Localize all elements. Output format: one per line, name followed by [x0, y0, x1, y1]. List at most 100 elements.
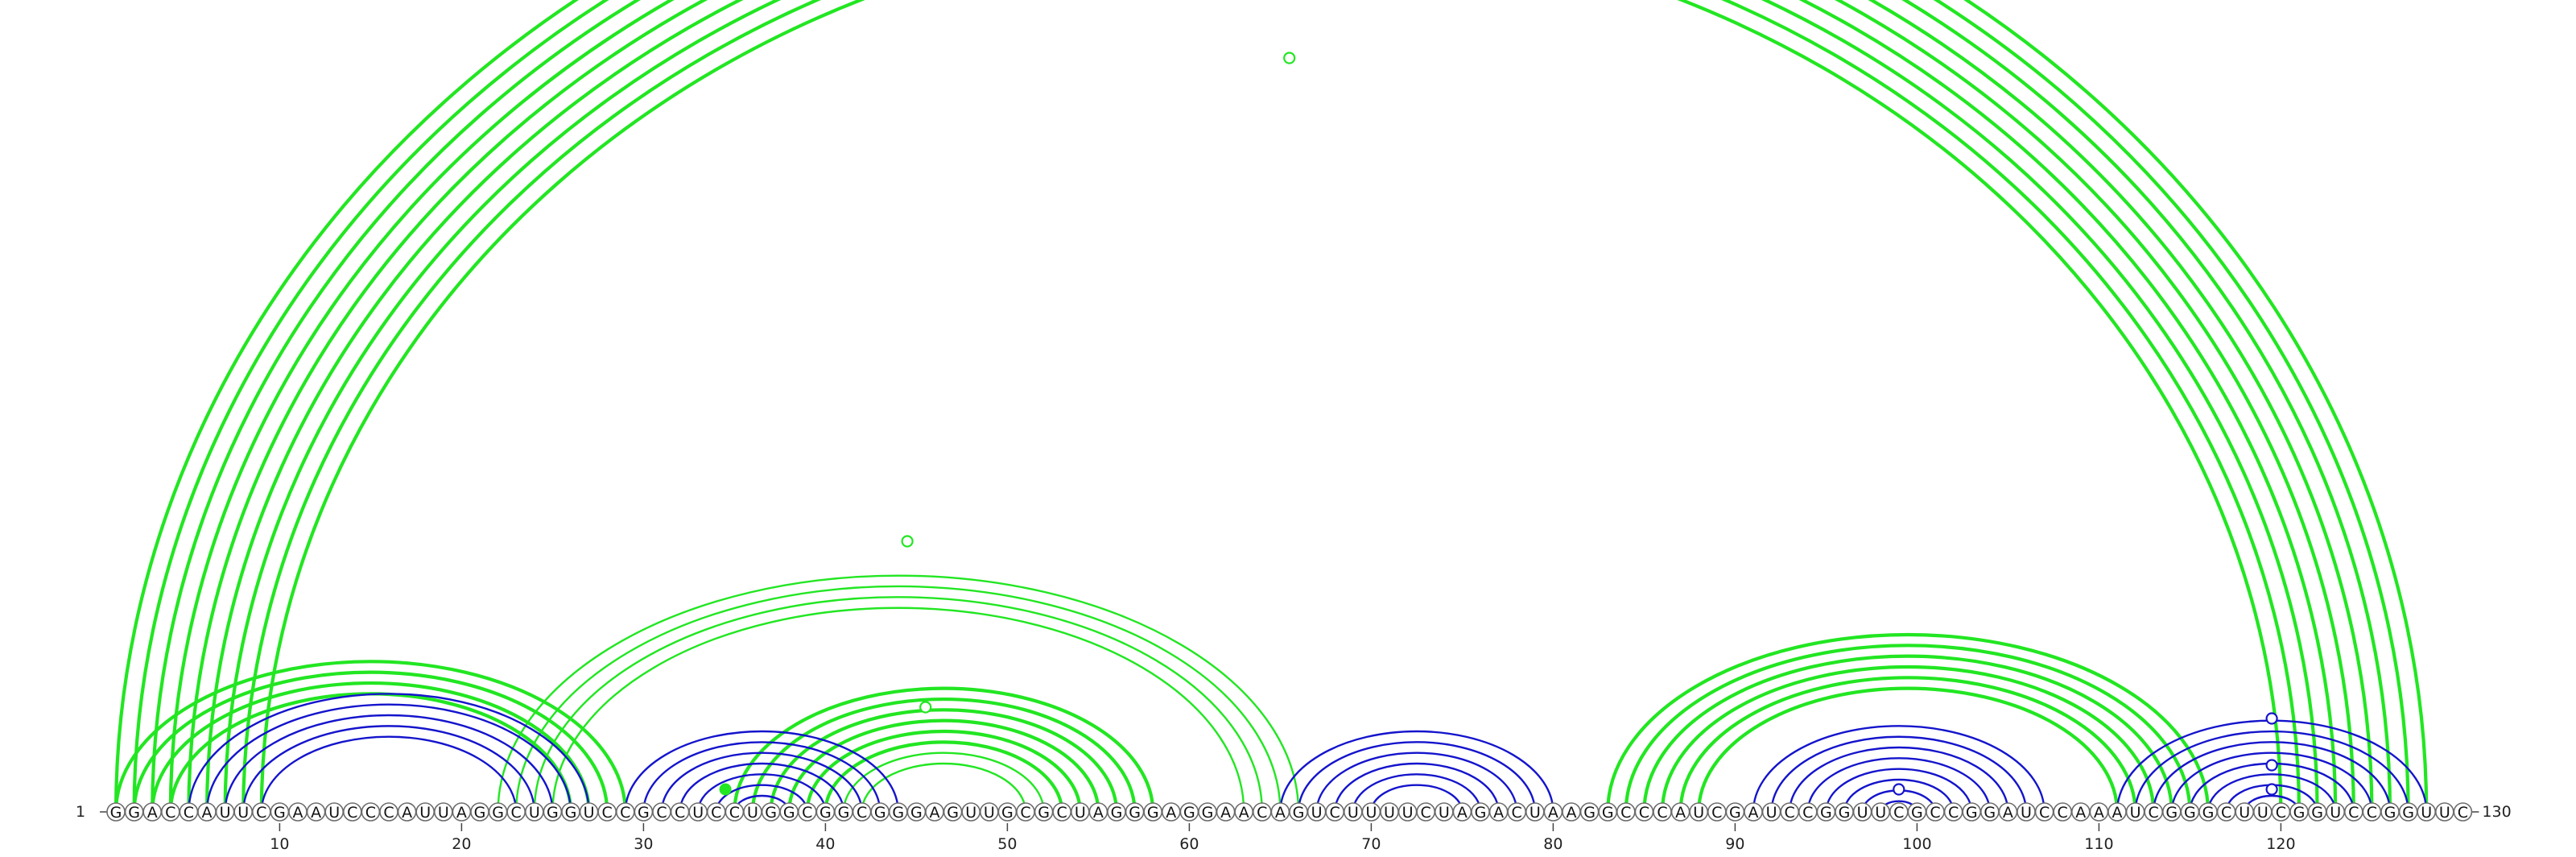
nucleotide-letter: G: [1602, 804, 1614, 822]
blue-arc-65-80: [1279, 730, 1554, 813]
nucleotide-letter: G: [110, 804, 122, 822]
nucleotide-11: A: [288, 802, 308, 822]
nucleotide-letter: U: [984, 804, 995, 822]
green-arc-6-123: [204, 0, 2338, 813]
arc-marker-1: [901, 535, 914, 548]
nucleotide-letter: C: [711, 804, 721, 822]
nucleotide-letter: C: [1421, 804, 1431, 822]
nucleotide-55: A: [1088, 802, 1108, 822]
green-arc-38-55: [787, 718, 1100, 813]
nucleotide-74: U: [1435, 802, 1454, 822]
nucleotide-letter: G: [783, 804, 795, 822]
nucleotide-letter: U: [965, 804, 976, 822]
nucleotide-75: A: [1452, 802, 1472, 822]
nucleotide-117: C: [2216, 802, 2236, 822]
nucleotide-98: U: [1871, 802, 1890, 822]
nucleotide-letter: G: [1984, 804, 1996, 822]
nucleotide-12: A: [306, 802, 326, 822]
nucleotide-letter: C: [2458, 804, 2468, 822]
nucleotide-91: A: [1744, 802, 1763, 822]
nucleotide-letter: U: [2130, 804, 2141, 822]
nucleotide-70: U: [1361, 802, 1381, 822]
nucleotide-41: G: [834, 802, 853, 822]
nucleotide-31: C: [652, 802, 671, 822]
nucleotide-81: A: [1562, 802, 1581, 822]
nucleotide-49: U: [980, 802, 999, 822]
nucleotide-89: C: [1707, 802, 1727, 822]
nucleotide-48: U: [961, 802, 980, 822]
nucleotide-letter: A: [402, 804, 412, 822]
nucleotide-92: U: [1761, 802, 1781, 822]
nucleotide-letter: G: [1966, 804, 1978, 822]
arc-marker-4-c: [2265, 783, 2278, 796]
nucleotide-letter: U: [1857, 804, 1868, 822]
nucleotide-22: G: [488, 802, 508, 822]
nucleotide-103: G: [1962, 802, 1981, 822]
arc-marker-4: [2265, 712, 2278, 725]
nucleotide-8: U: [233, 802, 254, 822]
nucleotide-letter: G: [1147, 804, 1159, 822]
nucleotide-letter: U: [2239, 804, 2250, 822]
nucleotide-4: C: [161, 802, 180, 822]
nucleotide-letter: C: [184, 804, 194, 822]
nucleotide-23: C: [506, 802, 526, 822]
nucleotide-87: A: [1670, 802, 1690, 822]
nucleotide-letter: C: [602, 804, 613, 822]
nucleotide-26: G: [561, 802, 580, 822]
blue-arc-7-25: [224, 714, 554, 813]
nucleotide-123: U: [2326, 802, 2345, 822]
nucleotide-84: C: [1616, 802, 1636, 822]
nucleotide-letter: C: [165, 804, 175, 822]
nucleotide-58: G: [1143, 802, 1162, 822]
nucleotide-letter: C: [2039, 804, 2050, 822]
nucleotide-letter: G: [547, 804, 559, 822]
nucleotide-letter: C: [2058, 804, 2068, 822]
nucleotide-67: U: [1307, 802, 1327, 822]
nucleotide-letter: C: [620, 804, 630, 822]
nucleotide-letter: A: [2075, 804, 2086, 822]
nucleotide-18: U: [415, 802, 436, 822]
nucleotide-69: U: [1344, 802, 1363, 822]
nucleotide-106: U: [2017, 802, 2036, 822]
nucleotide-73: C: [1416, 802, 1435, 822]
blue-arc-67-78: [1315, 751, 1518, 813]
nucleotide-letter: U: [2257, 804, 2268, 822]
nucleotide-letter: U: [1348, 804, 1359, 822]
nucleotide-77: A: [1488, 802, 1509, 822]
blue-arc-95-103: [1825, 768, 1973, 813]
nucleotide-45: G: [906, 802, 927, 822]
green-arc-37-56: [769, 708, 1119, 813]
nucleotide-102: C: [1943, 802, 1963, 822]
nucleotide-letter: U: [747, 804, 758, 822]
arc-marker-filled: [719, 783, 732, 796]
nucleotide-56: G: [1107, 802, 1126, 822]
nucleotide-letter: G: [1038, 804, 1050, 822]
nucleotide-85: C: [1634, 802, 1654, 822]
nucleotide-14: C: [342, 802, 362, 822]
nucleotide-letter: U: [2021, 804, 2032, 822]
nucleotide-64: C: [1253, 802, 1272, 822]
nucleotide-35: C: [724, 802, 745, 822]
nucleotide-9: C: [251, 802, 271, 822]
nucleotide-38: G: [779, 802, 799, 822]
green-arc-23-65: [515, 585, 1282, 813]
nucleotide-3: A: [142, 802, 162, 822]
nucleotide-66: G: [1289, 802, 1308, 822]
blue-arc-92-106: [1770, 735, 2028, 813]
nucleotide-letter: C: [347, 804, 357, 822]
nucleotide-57: G: [1125, 802, 1145, 822]
nucleotide-letter: C: [857, 804, 867, 822]
nucleotide-letter: C: [2276, 804, 2286, 822]
nucleotide-letter: A: [2094, 804, 2104, 822]
nucleotide-letter: U: [2421, 804, 2432, 822]
nucleotide-82: G: [1579, 802, 1600, 822]
arc-markers: [719, 52, 2278, 796]
nucleotide-letter: G: [565, 804, 577, 822]
end-position-label: 130: [2482, 803, 2511, 821]
nucleotide-1: G: [106, 802, 126, 822]
nucleotide-68: C: [1325, 802, 1344, 822]
nucleotide-71: U: [1380, 802, 1399, 822]
nucleotide-letter: A: [2112, 804, 2123, 822]
blue-arc-5-27: [188, 693, 590, 813]
nucleotide-51: C: [1016, 802, 1035, 822]
